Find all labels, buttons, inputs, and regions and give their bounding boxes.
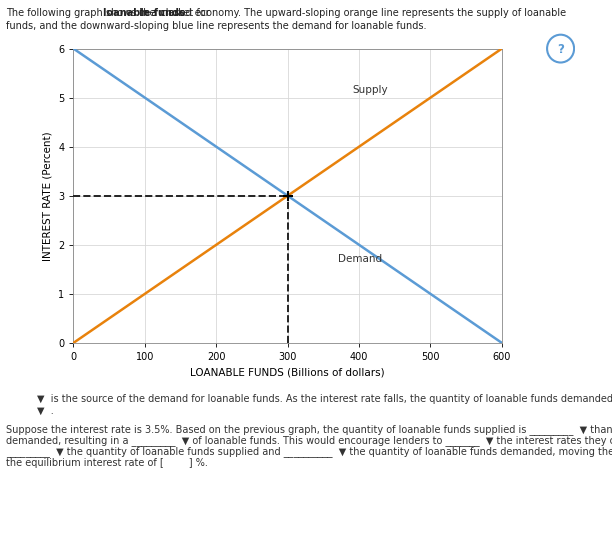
- Text: ▼  .: ▼ .: [37, 406, 53, 416]
- X-axis label: LOANABLE FUNDS (Billions of dollars): LOANABLE FUNDS (Billions of dollars): [190, 368, 385, 377]
- Text: The following graph shows the market for: The following graph shows the market for: [6, 8, 213, 18]
- Text: demanded, resulting in a _________  ▼ of loanable funds. This would encourage le: demanded, resulting in a _________ ▼ of …: [6, 435, 612, 446]
- Text: Demand: Demand: [338, 254, 382, 264]
- Text: _________  ▼ the quantity of loanable funds supplied and __________  ▼ the quant: _________ ▼ the quantity of loanable fun…: [6, 447, 612, 457]
- Text: Supply: Supply: [352, 85, 387, 94]
- Text: the equilibrium interest rate of [        ] %.: the equilibrium interest rate of [ ] %.: [6, 458, 208, 468]
- Text: ?: ?: [557, 43, 564, 56]
- Text: Suppose the interest rate is 3.5%. Based on the previous graph, the quantity of : Suppose the interest rate is 3.5%. Based…: [6, 424, 612, 435]
- Text: funds, and the downward-sloping blue line represents the demand for loanable fun: funds, and the downward-sloping blue lin…: [6, 21, 427, 31]
- Y-axis label: INTEREST RATE (Percent): INTEREST RATE (Percent): [43, 131, 53, 261]
- Text: loanable funds: loanable funds: [103, 8, 184, 18]
- Text: in a closed economy. The upward-sloping orange line represents the supply of loa: in a closed economy. The upward-sloping …: [136, 8, 566, 18]
- Text: ▼  is the source of the demand for loanable funds. As the interest rate falls, t: ▼ is the source of the demand for loanab…: [37, 394, 612, 404]
